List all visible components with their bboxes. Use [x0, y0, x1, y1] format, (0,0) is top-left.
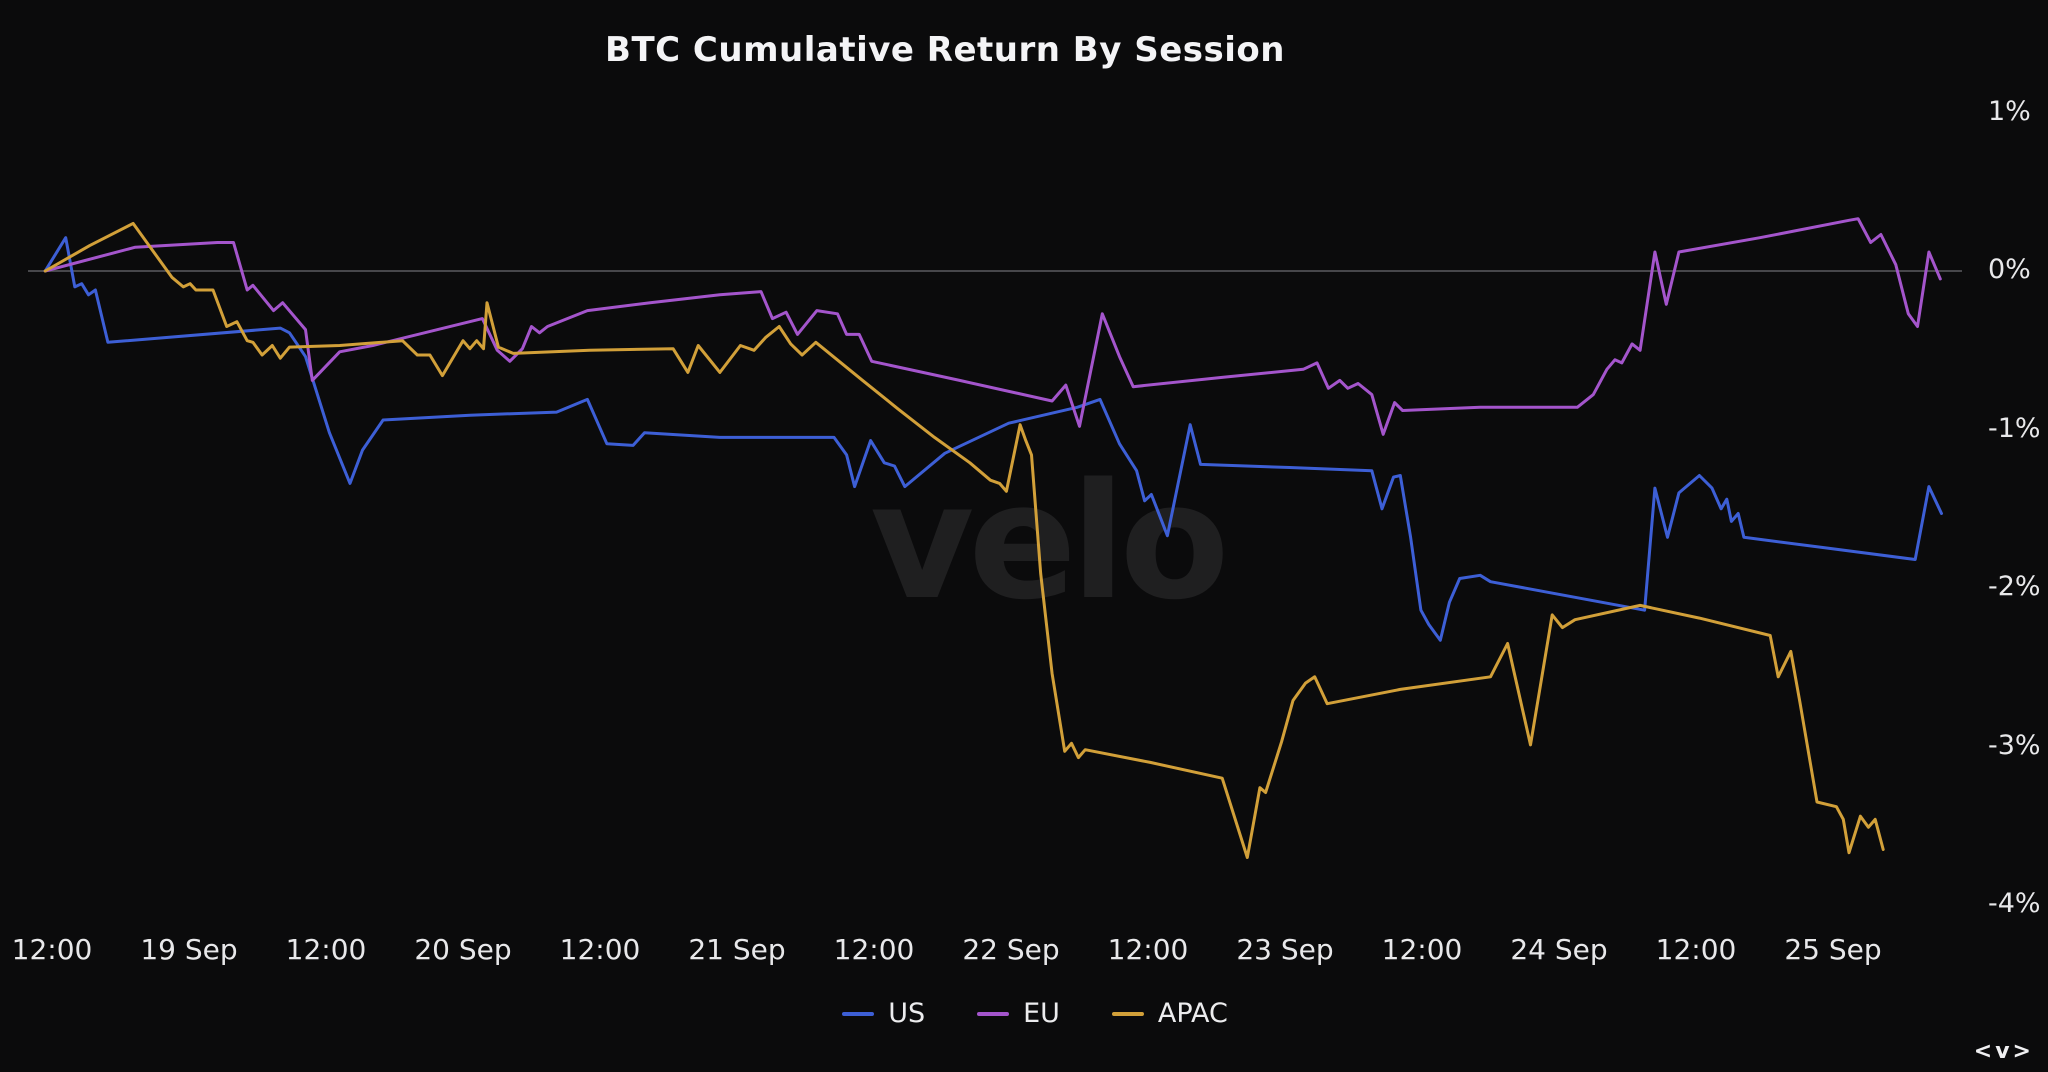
velo-logo-mark: <v>: [1973, 1039, 2034, 1064]
chart-legend: US EU APAC: [0, 998, 2048, 1029]
y-tick-label: -3%: [1988, 729, 2041, 761]
series-line-eu: [43, 217, 1942, 436]
x-tick-label: 20 Sep: [414, 933, 512, 966]
x-tick-label: 19 Sep: [140, 933, 238, 966]
x-tick-label: 21 Sep: [688, 933, 786, 966]
legend-label: US: [888, 998, 926, 1029]
series-line-apac: [43, 221, 1885, 859]
legend-label: EU: [1023, 998, 1060, 1029]
chart-title: BTC Cumulative Return By Session: [605, 30, 1285, 70]
series-line-us: [43, 236, 1943, 642]
legend-item-apac[interactable]: APAC: [1111, 998, 1228, 1029]
x-tick-label: 12:00: [1107, 933, 1189, 966]
x-tick-label: 12:00: [285, 933, 367, 966]
y-tick-label: -1%: [1988, 412, 2041, 444]
x-tick-label: 24 Sep: [1510, 933, 1608, 966]
y-tick-label: 0%: [1988, 253, 2031, 285]
x-tick-label: 12:00: [833, 933, 915, 966]
x-tick-label: 25 Sep: [1784, 933, 1882, 966]
velo-watermark: velo: [870, 448, 1230, 635]
legend-item-eu[interactable]: EU: [977, 998, 1060, 1029]
x-tick-label: 12:00: [1381, 933, 1463, 966]
x-tick-label: 12:00: [559, 933, 641, 966]
legend-swatch-apac: [1111, 1011, 1144, 1016]
y-tick-label: -4%: [1988, 887, 2041, 919]
legend-label: APAC: [1157, 998, 1228, 1029]
legend-item-us[interactable]: US: [842, 998, 925, 1029]
y-tick-label: 1%: [1988, 95, 2031, 127]
x-tick-label: 12:00: [1655, 933, 1737, 966]
x-tick-label: 22 Sep: [962, 933, 1060, 966]
x-tick-label: 12:00: [11, 933, 93, 966]
legend-swatch-us: [842, 1011, 875, 1016]
x-tick-label: 23 Sep: [1236, 933, 1334, 966]
y-tick-label: -2%: [1988, 570, 2041, 602]
legend-swatch-eu: [977, 1011, 1010, 1016]
